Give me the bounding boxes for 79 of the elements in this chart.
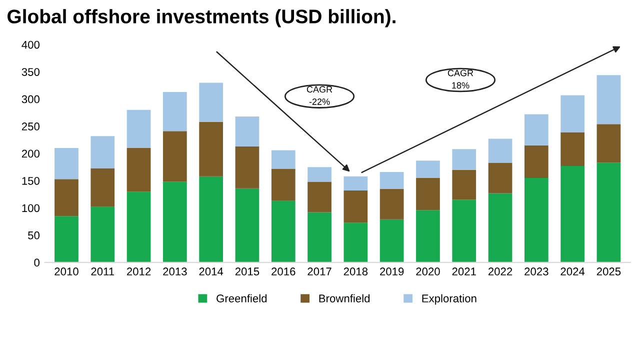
bar [380,188,404,220]
bar [126,192,151,262]
bar [524,145,548,178]
y-tick-label: 150 [22,176,40,185]
x-tick-label: 2011 [91,268,114,276]
bar [90,206,115,262]
bar [488,162,512,194]
bar [416,210,440,262]
y-tick-label: 100 [22,204,40,212]
bar [488,138,512,163]
y-tick-label: 400 [22,40,40,49]
bar [344,176,368,191]
annotation: CAGR 18% [448,70,474,89]
bar [416,160,440,178]
bar [163,92,187,132]
bar [199,176,224,262]
x-tick-label: 2023 [524,268,548,276]
bar [54,179,78,216]
legend-label: Brownfield [319,294,370,302]
x-tick-label: 2014 [199,268,224,276]
bar [596,124,621,163]
chart-title: Global offshore investments (USD billion). [8,9,396,28]
bar [308,167,332,182]
bar [560,166,584,262]
x-tick-label: 2022 [488,268,512,276]
bar [90,136,115,168]
x-tick-label: 2020 [416,268,440,276]
bar [271,168,296,201]
x-tick-label: 2017 [308,268,332,276]
bar [452,200,476,262]
y-tick-label: 350 [22,68,40,76]
bar [235,188,260,262]
x-tick-label: 2016 [272,268,296,276]
bar [199,122,224,176]
x-tick-label: 2013 [163,268,187,276]
x-tick-label: 2025 [596,268,621,276]
bar [488,193,512,262]
bar [54,216,78,262]
bar [271,150,296,169]
bar [199,82,224,122]
bar [524,178,548,262]
bar [560,95,584,132]
y-tick-label: 0 [34,258,40,267]
bar [126,110,151,148]
bar [235,116,260,146]
x-tick-label: 2012 [126,268,151,276]
bar [344,222,368,262]
bar [308,212,332,262]
x-tick-label: 2019 [380,268,404,276]
bar [308,182,332,212]
bar [90,168,115,207]
bar [163,131,187,182]
y-tick-label: 300 [22,95,40,104]
legend-label: Exploration [422,294,476,305]
x-tick-label: 2018 [344,268,368,276]
bar [163,182,187,262]
bar [344,190,368,223]
bar [452,170,476,200]
bar [560,132,584,166]
bar [524,114,548,146]
bar [596,75,621,124]
bar [271,200,296,262]
y-tick-label: 50 [28,231,40,240]
bar [380,172,404,189]
bar [380,219,404,262]
bar [452,149,476,170]
x-tick-label: 2024 [560,268,585,276]
bar [596,162,621,262]
bar [54,148,78,180]
x-tick-label: 2021 [452,268,476,276]
x-tick-label: 2015 [235,268,260,276]
bar [416,178,440,210]
bar [235,146,260,188]
annotation: CAGR -22% [306,86,332,105]
bar [126,148,151,192]
y-tick-label: 250 [22,122,40,130]
y-tick-label: 200 [22,150,40,158]
legend-label: Greenfield [216,294,267,302]
x-tick-label: 2010 [54,268,78,276]
